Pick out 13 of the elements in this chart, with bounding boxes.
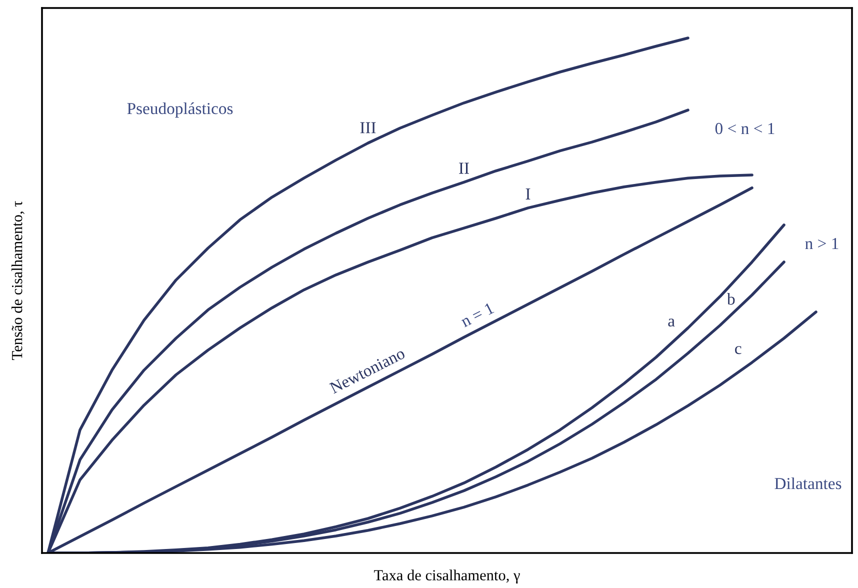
series-label: b (727, 292, 735, 305)
annotation: n > 1 (805, 238, 838, 250)
series-label: c (735, 346, 742, 354)
series-label: a (668, 318, 675, 327)
series-label: III (360, 122, 376, 134)
y-axis-title: Tensão de cisalhamento, τ (11, 201, 24, 360)
annotation: 0 < n < 1 (715, 122, 774, 134)
annotation: Pseudoplásticos (127, 102, 233, 118)
annotation: Dilatantes (774, 477, 842, 490)
series-label: I (526, 188, 530, 200)
x-axis-title: Taxa de cisalhamento, γ (374, 570, 520, 584)
annotation: n = 1 (460, 302, 494, 328)
series-label: II (459, 162, 469, 174)
